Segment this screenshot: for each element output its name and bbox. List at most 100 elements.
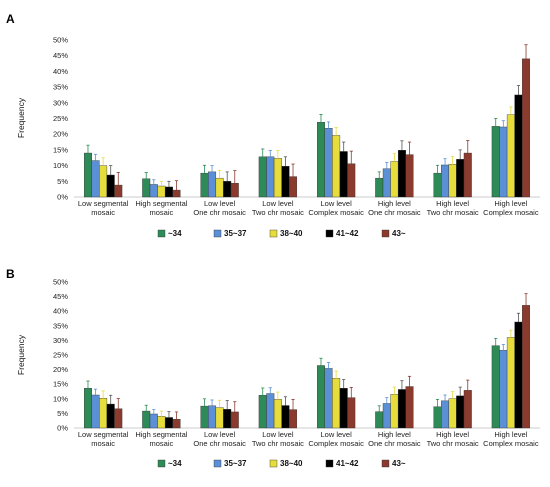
legend-swatch [381,459,390,468]
x-category-label: Low level Complex mosaic [308,430,364,448]
bar [273,158,282,198]
x-category-label-line: mosaic [91,439,115,448]
legend-swatch [213,229,222,238]
x-category-label-line: Two chr mosaic [427,439,479,448]
bar [114,408,123,429]
x-category-label-line: mosaic [91,208,115,217]
panel-label: B [6,267,15,281]
panel-label: A [6,12,15,26]
y-tick-label: 35% [53,321,68,330]
bar [142,410,151,429]
bar [491,126,500,198]
x-category-label-line: Low level [320,430,352,439]
bar [289,176,298,198]
x-category-label: High segmental mosaic [135,199,187,217]
bar [382,403,391,429]
bar [266,393,275,429]
x-category-label: Low level One chr mosaic [193,430,246,448]
bar [172,419,181,429]
bar [215,407,224,429]
bar [114,184,123,198]
y-tick-label: 10% [53,394,68,403]
y-tick-label: 0% [57,193,68,202]
bar [397,150,406,198]
x-category-label-line: Two chr mosaic [252,439,304,448]
bar [316,122,325,198]
bar [281,405,290,429]
bar [164,186,173,198]
bar [347,163,356,198]
bar [514,321,523,429]
bar [397,389,406,429]
bar [230,411,239,429]
x-category-label-line: One chr mosaic [368,439,421,448]
x-category-label-line: Low level [262,430,294,439]
x-category-label-line: Low level [204,430,236,439]
x-category-label-line: Complex mosaic [483,208,539,217]
bar [324,368,333,429]
x-category-label: High level Two chr mosaic [427,430,479,448]
y-tick-label: 45% [53,292,68,301]
bar [149,184,158,198]
bar [463,390,472,429]
bar [456,395,465,429]
x-category-label: High level Complex mosaic [483,199,539,217]
y-axis-label: Frequency [16,334,26,375]
legend-label: 35~37 [224,459,247,468]
x-category-label-line: Complex mosaic [483,439,539,448]
legend-swatch [269,459,278,468]
bar [83,152,92,198]
x-category-label-line: One chr mosaic [193,208,246,217]
x-category-label: Low level Two chr mosaic [252,430,304,448]
bar [405,154,414,198]
legend-swatch [381,229,390,238]
bar [99,398,108,429]
bar [339,388,348,429]
y-tick-label: 15% [53,380,68,389]
y-tick-label: 20% [53,365,68,374]
legend-swatch [157,459,166,468]
bar [390,161,399,198]
x-category-label: High level One chr mosaic [368,430,421,448]
bar [499,350,508,429]
bar [83,388,92,429]
x-category-label-line: Low level [320,199,352,208]
y-tick-label: 40% [53,307,68,316]
legend-label: ~34 [168,459,182,468]
bar [289,409,298,429]
legend-label: 41~42 [336,229,359,238]
y-tick-label: 25% [53,351,68,360]
x-category-label: Low segmental mosaic [78,199,129,217]
legend-label: 38~40 [280,459,303,468]
y-tick-label: 40% [53,67,68,76]
bar [347,397,356,429]
bar [506,114,515,198]
bar [208,405,217,429]
bar [157,416,166,429]
bar [258,395,267,429]
bar [491,345,500,429]
x-category-label-line: One chr mosaic [368,208,421,217]
bar [405,386,414,429]
y-axis-label: Frequency [16,97,26,138]
x-category-label: High level One chr mosaic [368,199,421,217]
bar [266,156,275,198]
bar [230,182,239,198]
y-tick-label: 5% [57,409,68,418]
bar [208,171,217,198]
x-category-label-line: Complex mosaic [308,439,364,448]
y-tick-label: 45% [53,51,68,60]
legend-swatch [157,229,166,238]
legend-label: ~34 [168,229,182,238]
legend-label: 43~ [392,459,406,468]
chart-panel-a: A Frequency 0% 5% 10% 15% 20% 25% 30% 35% 40% 45% 50… [6,12,540,238]
bar [499,126,508,198]
bar [106,174,115,198]
bar [215,177,224,198]
bar [390,394,399,429]
bar [375,177,384,198]
bar [91,394,100,429]
bar [456,159,465,198]
bar [258,156,267,198]
